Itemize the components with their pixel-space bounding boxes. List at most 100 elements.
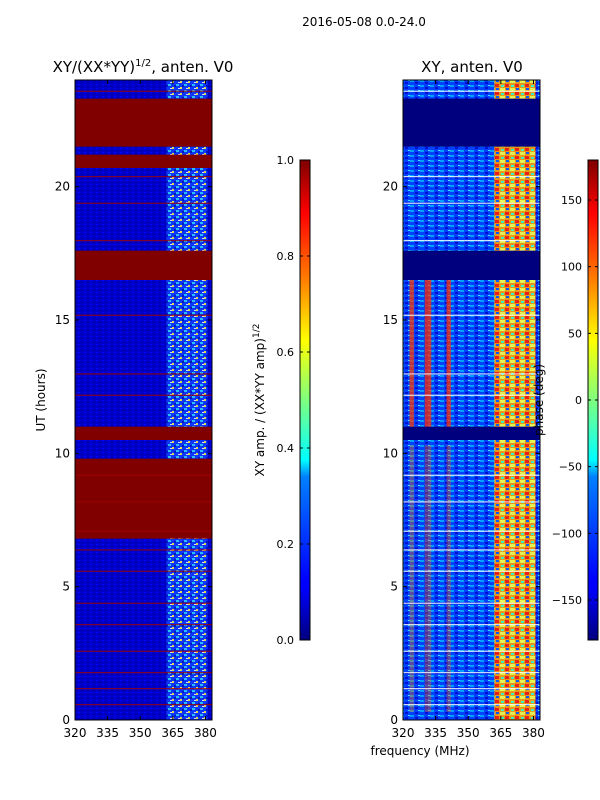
heatmap-band [75, 426, 212, 440]
y-tick-label: 10 [55, 446, 70, 460]
heatmap-stripe [403, 602, 540, 604]
amplitude-colorbar-gradient [299, 159, 311, 641]
heatmap-stripe [403, 474, 540, 476]
amplitude-panel-title: XY/(XX*YY)1/2, anten. V0 [53, 58, 234, 76]
amplitude-colorbar: 0.0 0.2 0.4 0.6 0.8 1.0 XY amp. / (XX*YY amp)… [252, 154, 311, 647]
heatmap-band [75, 154, 212, 168]
phase-colorbar-ticks: −150 −100 −50 0 50 100 150 [552, 194, 598, 607]
y-tick-label: 5 [390, 580, 398, 594]
heatmap-structure-region [494, 80, 536, 720]
heatmap-phase-streak [409, 445, 414, 712]
heatmap-stripe [75, 394, 212, 396]
heatmap-stripe [75, 704, 212, 706]
heatmap-stripe [75, 688, 212, 690]
amplitude-y-label: UT (hours) [34, 368, 48, 431]
y-tick-label: 0 [62, 713, 70, 727]
heatmap-structure-region [166, 80, 208, 720]
x-tick-label: 350 [129, 726, 152, 740]
heatmap-stripe [75, 650, 212, 652]
phase-panel-title: XY, anten. V0 [421, 58, 523, 76]
colorbar-tick-label: 50 [568, 327, 582, 340]
colorbar-tick-label: 0.0 [277, 634, 295, 647]
x-tick-label: 350 [457, 726, 480, 740]
heatmap-stripe [75, 373, 212, 375]
y-tick-label: 15 [55, 313, 70, 327]
amplitude-panel: XY/(XX*YY)1/2, anten. V0 320 335 350 365 380… [34, 58, 233, 740]
heatmap-stripe [403, 394, 540, 396]
colorbar-tick-label: 1.0 [277, 154, 295, 167]
phase-axes-frame [402, 79, 541, 721]
heatmap-phase-streak [409, 280, 414, 430]
heatmap-stripe [403, 202, 540, 204]
heatmap-band [403, 426, 540, 440]
frequency-x-label: frequency (MHz) [370, 744, 469, 758]
heatmap-phase-streak [424, 280, 432, 430]
figure-suptitle: 2016-05-08 0.0-24.0 [302, 15, 426, 29]
x-tick-label: 320 [392, 726, 415, 740]
heatmap-stripe [75, 602, 212, 604]
heatmap-stripe [75, 549, 212, 551]
heatmap-stripe [75, 474, 212, 476]
colorbar-tick-label: −100 [552, 527, 582, 540]
heatmap-stripe [75, 530, 212, 532]
phase-panel: XY, anten. V0 320 335 350 365 380 0 5 10 15 20 [383, 58, 545, 740]
heatmap-band [403, 98, 540, 147]
amplitude-colorbar-label: XY amp. / (XX*YY amp)1/2 [252, 324, 267, 477]
heatmap-band [75, 98, 212, 147]
amplitude-colorbar-ticks: 0.0 0.2 0.4 0.6 0.8 1.0 [277, 154, 310, 647]
colorbar-tick-label: 0.8 [277, 250, 295, 263]
heatmap-stripe [403, 549, 540, 551]
x-tick-label: 365 [161, 726, 184, 740]
y-tick-label: 20 [55, 180, 70, 194]
heatmap-stripe [75, 176, 212, 178]
colorbar-tick-label: −150 [552, 594, 582, 607]
heatmap-stripe [75, 624, 212, 626]
heatmap-stripe [403, 624, 540, 626]
heatmap-stripe [403, 501, 540, 503]
y-tick-label: 10 [383, 446, 398, 460]
x-tick-label: 380 [194, 726, 217, 740]
heatmap-band [75, 250, 212, 280]
x-tick-label: 365 [489, 726, 512, 740]
heatmap-stripe [75, 202, 212, 204]
y-tick-label: 5 [62, 580, 70, 594]
amplitude-y-axis: 0 5 10 15 20 [55, 180, 212, 727]
y-tick-label: 20 [383, 180, 398, 194]
colorbar-tick-label: −50 [559, 461, 582, 474]
phase-heatmap [403, 80, 540, 720]
phase-x-axis: 320 335 350 365 380 [392, 80, 545, 740]
heatmap-stripe [75, 570, 212, 572]
heatmap-stripe [403, 672, 540, 674]
x-tick-label: 320 [64, 726, 87, 740]
heatmap-stripe [403, 570, 540, 572]
heatmap-stripe [403, 90, 540, 92]
y-tick-label: 0 [390, 713, 398, 727]
heatmap-stripe [403, 704, 540, 706]
heatmap-phase-streak [424, 445, 432, 712]
x-tick-label: 335 [424, 726, 447, 740]
amplitude-x-axis: 320 335 350 365 380 [64, 80, 217, 740]
phase-colorbar: −150 −100 −50 0 50 100 150 phase (deg) [532, 159, 599, 641]
colorbar-tick-label: 100 [561, 261, 582, 274]
heatmap-stripe [75, 314, 212, 316]
phase-y-axis: 0 5 10 15 20 [383, 180, 540, 727]
heatmap-stripe [403, 688, 540, 690]
x-tick-label: 335 [96, 726, 119, 740]
heatmap-stripe [403, 240, 540, 242]
colorbar-tick-label: 0 [575, 394, 582, 407]
heatmap-band [403, 250, 540, 280]
heatmap-stripe [75, 90, 212, 92]
heatmap-stripe [403, 314, 540, 316]
y-tick-label: 15 [383, 313, 398, 327]
amplitude-axes-frame [74, 79, 213, 721]
phase-colorbar-label: phase (deg) [532, 364, 546, 436]
heatmap-phase-streak [446, 280, 451, 430]
heatmap-stripe [403, 176, 540, 178]
heatmap-stripe [75, 672, 212, 674]
heatmap-stripe [403, 650, 540, 652]
heatmap-band [75, 458, 212, 539]
colorbar-tick-label: 0.6 [277, 346, 295, 359]
heatmap-stripe [403, 373, 540, 375]
heatmap-phase-streak [446, 445, 451, 712]
